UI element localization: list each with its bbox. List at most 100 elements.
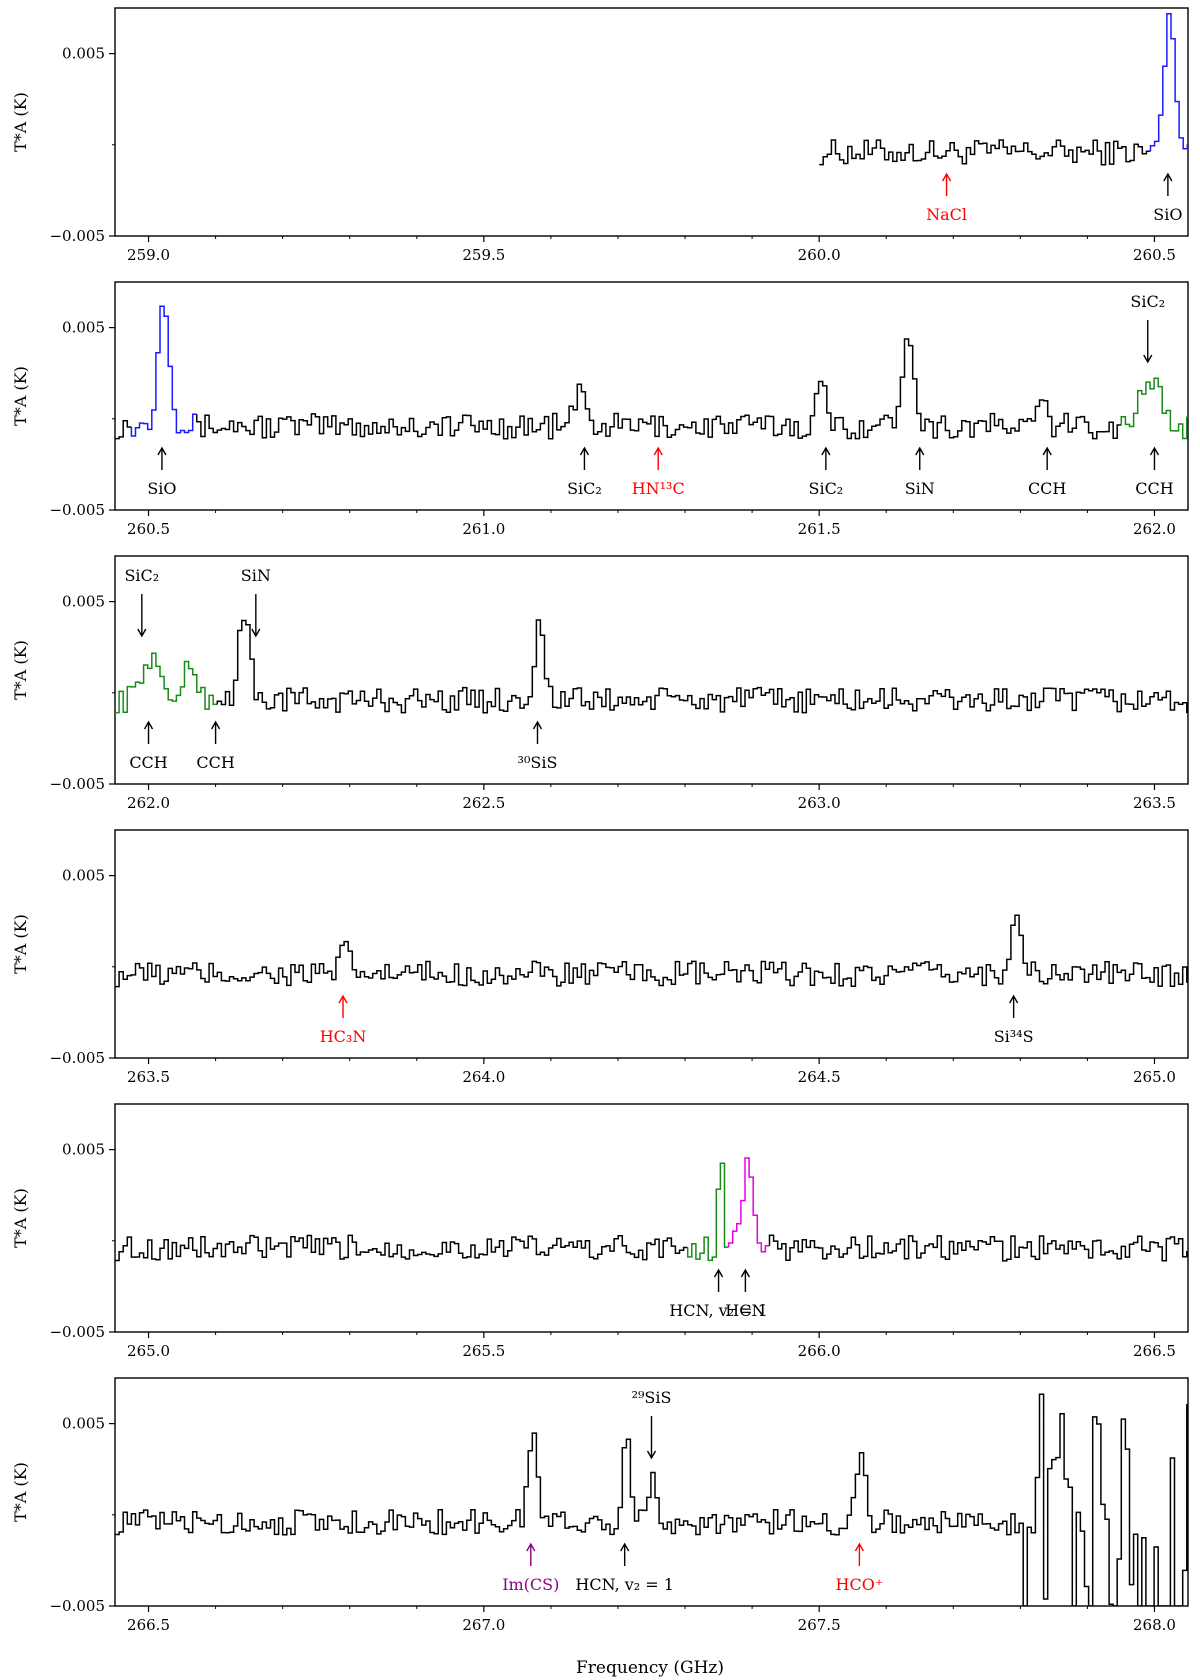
annotation-label: CCH	[196, 753, 234, 772]
x-tick-label: 265.0	[1133, 1068, 1176, 1086]
panels-group: T*A (K) −0.005 0.005 259.0 259.5 260.0 260.5 Na…	[11, 7, 1189, 1634]
panel-6: T*A (K) −0.005 0.005 266.5 267.0 267.5 268.0 ²⁹…	[11, 1377, 1189, 1634]
x-tick-label: 267.0	[462, 1616, 505, 1634]
annotation-label: HN¹³C	[632, 479, 685, 498]
spectrum-series	[727, 1157, 770, 1253]
annotation-label: SiN	[905, 479, 935, 498]
x-tick-label: 263.0	[798, 794, 841, 812]
y-tick-label: −0.005	[49, 501, 105, 519]
arrow-head	[653, 446, 663, 456]
spectrum-series	[115, 1234, 688, 1262]
panel-frame	[114, 7, 1189, 237]
x-tick-label: 266.5	[1133, 1342, 1176, 1360]
arrow-head	[854, 1542, 865, 1552]
arrow-head	[713, 1268, 724, 1278]
spectrum-series	[1120, 377, 1188, 440]
y-tick-label: 0.005	[62, 1415, 105, 1433]
x-tick-label: 260.5	[127, 520, 170, 538]
y-tick-label: 0.005	[62, 1141, 105, 1159]
y-axis-label: T*A (K)	[11, 640, 30, 700]
annotation-label: Si³⁴S	[994, 1027, 1034, 1046]
panel-frame	[114, 555, 1189, 785]
x-tick-label: 262.5	[462, 794, 505, 812]
annotation-label: SiO	[1153, 205, 1182, 224]
annotation-label: SiO	[147, 479, 176, 498]
panel-4: T*A (K) −0.005 0.005 263.5 264.0 264.5 265.0 HC…	[11, 829, 1189, 1086]
y-tick-label: 0.005	[62, 593, 105, 611]
spectrum-series	[768, 1234, 1188, 1262]
panel-3: T*A (K) −0.005 0.005 262.0 262.5 263.0 263.5 Si…	[11, 555, 1189, 812]
y-tick-label: 0.005	[62, 319, 105, 337]
arrow-head	[1149, 446, 1160, 456]
x-tick-label: 262.0	[1133, 520, 1176, 538]
arrow-head	[941, 172, 952, 182]
annotation-label: CCH	[1028, 479, 1066, 498]
arrow-head	[1163, 172, 1173, 182]
arrow-head	[157, 446, 167, 456]
x-axis-label: Frequency (GHz)	[576, 1658, 724, 1678]
x-tick-label: 266.0	[798, 1342, 841, 1360]
arrow-head	[1042, 446, 1052, 456]
x-tick-label: 259.0	[127, 246, 170, 264]
y-axis-label: T*A (K)	[11, 92, 30, 152]
x-tick-label: 263.5	[127, 1068, 170, 1086]
annotation-label: SiC₂	[1130, 292, 1165, 311]
arrow-head	[915, 446, 925, 456]
spectrum-series	[130, 305, 197, 437]
spectrum-series	[1149, 12, 1188, 152]
arrow-head	[821, 446, 831, 456]
x-tick-label: 261.0	[462, 520, 505, 538]
y-axis-label: T*A (K)	[11, 1188, 30, 1248]
y-tick-label: 0.005	[62, 45, 105, 63]
arrow-head	[579, 446, 590, 456]
arrow-head	[1009, 994, 1019, 1004]
y-tick-label: −0.005	[49, 1049, 105, 1067]
annotation-label: NaCl	[926, 205, 967, 224]
panel-2: T*A (K) −0.005 0.005 260.5 261.0 261.5 262.0 Si…	[11, 281, 1189, 538]
arrow-head	[251, 628, 261, 638]
annotation-label: HCN, v₂ = 1	[575, 1575, 674, 1594]
x-tick-label: 265.5	[462, 1342, 505, 1360]
y-axis-label: T*A (K)	[11, 1462, 30, 1522]
annotation-label: SiC₂	[124, 566, 159, 585]
annotation-label: HCN	[725, 1301, 765, 1320]
arrow-head	[526, 1542, 536, 1552]
annotation-label: HCN, v₂ = 1	[669, 1301, 768, 1320]
panel-frame	[114, 281, 1189, 511]
annotation-label: HCO⁺	[836, 1575, 884, 1594]
y-tick-label: −0.005	[49, 227, 105, 245]
annotation-label: SiC₂	[808, 479, 843, 498]
spectrum-series	[216, 619, 1188, 714]
arrow-head	[1143, 354, 1153, 364]
arrow-head	[210, 720, 221, 730]
panel-frame	[114, 1377, 1189, 1607]
x-tick-label: 264.0	[462, 1068, 505, 1086]
arrow-head	[137, 628, 147, 638]
arrow-head	[646, 1450, 657, 1460]
x-tick-label: 260.0	[798, 246, 841, 264]
spectrum-series	[196, 338, 1122, 440]
x-tick-label: 260.5	[1133, 246, 1176, 264]
panel-frame	[114, 829, 1189, 1059]
x-tick-label: 263.5	[1133, 794, 1176, 812]
annotation-label: Im(CS)	[502, 1575, 559, 1594]
y-axis-label: T*A (K)	[11, 914, 30, 974]
annotation-label: SiN	[241, 566, 271, 585]
arrow-head	[740, 1268, 750, 1278]
spectrum-series	[115, 1393, 1188, 1606]
x-tick-label: 267.5	[798, 1616, 841, 1634]
annotation-label: ²⁹SiS	[632, 1388, 672, 1407]
annotation-label: CCH	[129, 753, 167, 772]
annotation-label: ³⁰SiS	[518, 753, 558, 772]
y-tick-label: −0.005	[49, 1323, 105, 1341]
annotation-label: CCH	[1135, 479, 1173, 498]
spectrum-series	[686, 1162, 729, 1262]
annotation-label: SiC₂	[567, 479, 602, 498]
arrow-head	[620, 1542, 630, 1552]
x-tick-label: 266.5	[127, 1616, 170, 1634]
y-tick-label: 0.005	[62, 867, 105, 885]
panel-5: T*A (K) −0.005 0.005 265.0 265.5 266.0 266.5 HC…	[11, 1103, 1189, 1360]
spectrum-series	[115, 914, 1188, 988]
x-tick-label: 261.5	[798, 520, 841, 538]
